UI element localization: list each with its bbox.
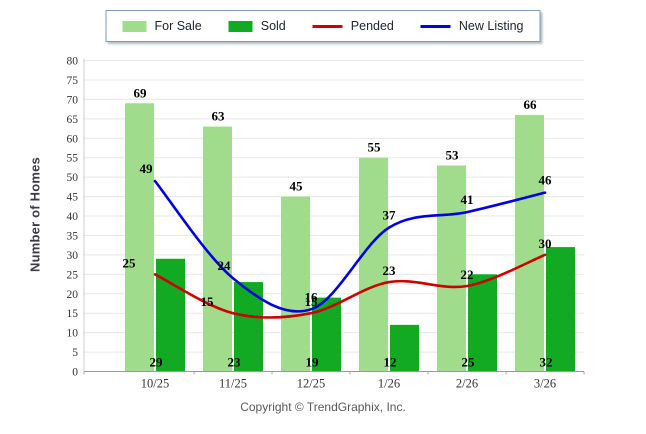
sold-value-label: 29 xyxy=(150,355,164,370)
pended-value-label: 22 xyxy=(461,267,474,282)
y-tick-label: 40 xyxy=(67,211,79,223)
y-tick-label: 25 xyxy=(67,269,79,281)
pended-value-label: 15 xyxy=(201,294,215,309)
copyright-text: Copyright © TrendGraphix, Inc. xyxy=(0,400,646,414)
new-listing-value-label: 41 xyxy=(461,192,474,207)
chart-plot-area: 0 5 10 15 20 25 30 35 40 45 50 55 60 65 70 75 80 69 29 25 49… xyxy=(0,0,646,434)
y-tick-label: 35 xyxy=(67,230,79,242)
y-tick-label: 60 xyxy=(67,133,79,145)
for-sale-value-label: 53 xyxy=(446,147,460,162)
new-listing-value-label: 37 xyxy=(383,208,397,223)
y-tick-label: 75 xyxy=(67,75,79,87)
x-tick-label: 10/25 xyxy=(141,377,169,391)
sold-value-label: 32 xyxy=(540,355,553,370)
for-sale-value-label: 45 xyxy=(290,179,304,194)
bar-for-sale xyxy=(281,197,310,372)
x-tick-label: 3/26 xyxy=(534,377,556,391)
y-tick-label: 30 xyxy=(67,250,79,262)
for-sale-value-label: 66 xyxy=(524,97,538,112)
new-listing-value-label: 46 xyxy=(539,173,553,188)
pended-value-label: 25 xyxy=(123,255,137,270)
y-tick-label: 0 xyxy=(72,367,78,379)
y-tick-label: 55 xyxy=(67,153,79,165)
y-tick-label: 5 xyxy=(72,347,78,359)
sold-value-label: 25 xyxy=(462,355,476,370)
for-sale-value-label: 69 xyxy=(134,85,148,100)
bar-sold xyxy=(546,247,575,371)
new-listing-value-label: 49 xyxy=(140,161,154,176)
y-tick-label: 10 xyxy=(67,328,79,340)
y-tick-label: 80 xyxy=(67,56,79,68)
y-tick-label: 50 xyxy=(67,172,79,184)
bar-for-sale xyxy=(125,103,154,371)
y-tick-label: 15 xyxy=(67,308,79,320)
y-tick-label: 65 xyxy=(67,114,79,126)
y-tick-label: 45 xyxy=(67,192,79,204)
pended-value-label: 23 xyxy=(383,263,397,278)
sold-value-label: 19 xyxy=(306,355,320,370)
for-sale-value-label: 55 xyxy=(368,140,382,155)
pended-value-label: 30 xyxy=(539,236,552,251)
new-listing-value-label: 24 xyxy=(218,258,232,273)
for-sale-value-label: 63 xyxy=(212,109,226,124)
y-tick-label: 20 xyxy=(67,289,79,301)
new-listing-value-label: 16 xyxy=(305,289,319,304)
sold-value-label: 23 xyxy=(228,355,242,370)
y-tick-label: 70 xyxy=(67,94,79,106)
sold-value-label: 12 xyxy=(384,355,397,370)
x-tick-label: 1/26 xyxy=(378,377,400,391)
x-tick-label: 12/25 xyxy=(297,377,325,391)
x-tick-label: 11/25 xyxy=(219,377,247,391)
x-tick-label: 2/26 xyxy=(456,377,478,391)
